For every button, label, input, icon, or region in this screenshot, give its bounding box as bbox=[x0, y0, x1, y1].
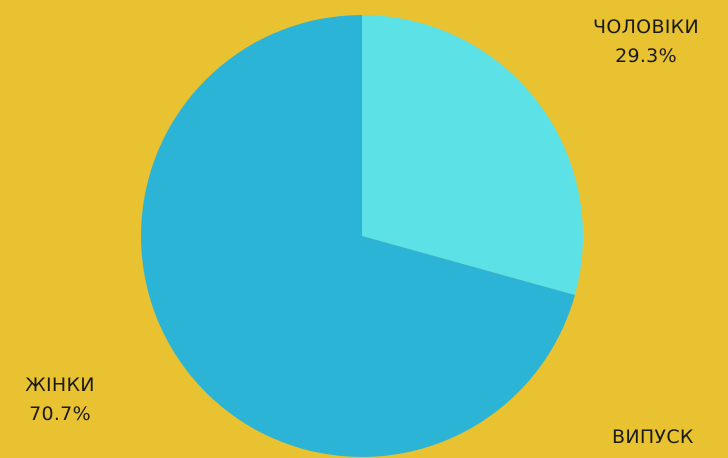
slice-label-women-name: ЖІНКИ bbox=[25, 374, 95, 396]
pie-slice-0 bbox=[362, 15, 583, 295]
pie-slice-1 bbox=[140, 15, 575, 457]
slice-label-men-percent: 29.3% bbox=[615, 45, 677, 67]
cut-off-label: ВИПУСК bbox=[612, 426, 694, 448]
slice-label-men: ЧОЛОВІКИ 29.3% bbox=[566, 14, 726, 70]
slice-label-men-name: ЧОЛОВІКИ bbox=[593, 16, 699, 38]
slice-label-women-percent: 70.7% bbox=[29, 403, 91, 425]
slice-label-women: ЖІНКИ 70.7% bbox=[0, 372, 120, 428]
